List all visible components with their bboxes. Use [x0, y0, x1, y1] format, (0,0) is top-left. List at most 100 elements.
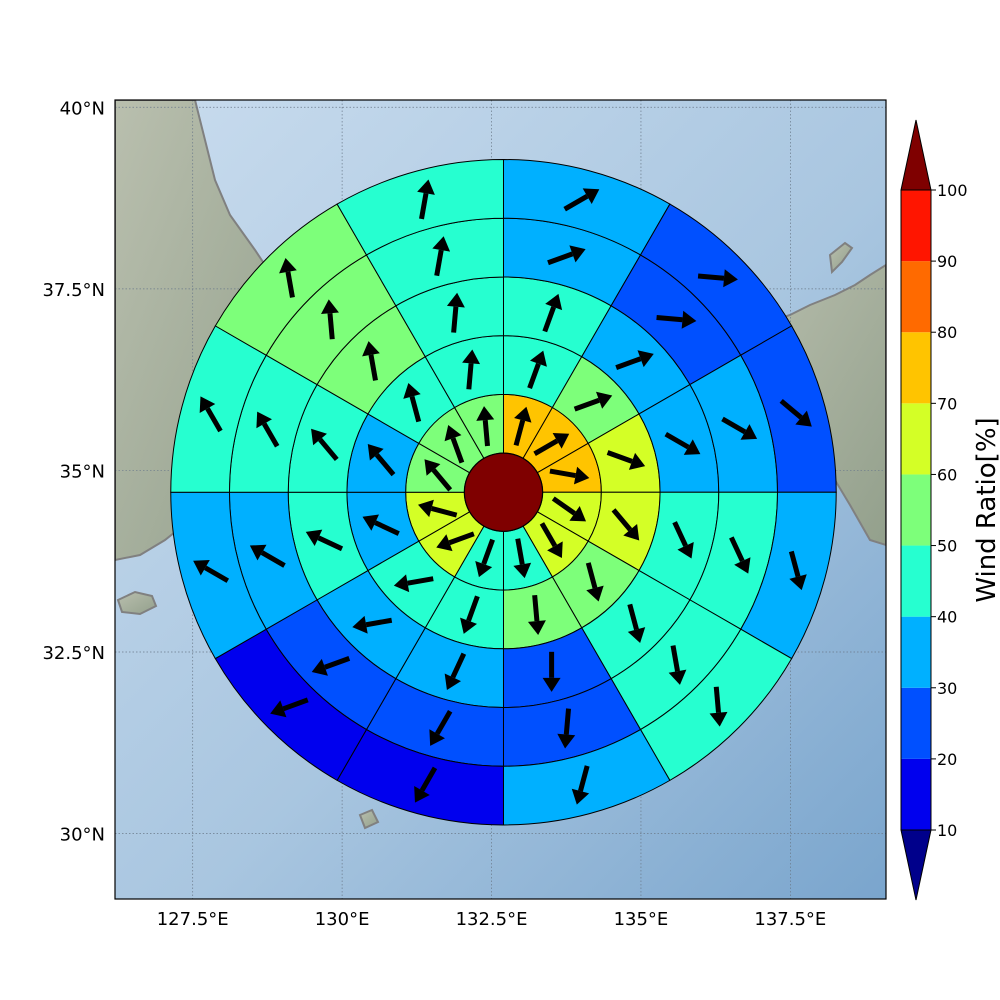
wind-arrow-head — [668, 669, 687, 685]
wind-arrow-head — [193, 559, 210, 576]
wind-arrow-head — [475, 560, 493, 578]
wind-arrow-head — [446, 292, 465, 308]
colorbar-tick-label: 50 — [937, 537, 957, 556]
wind-arrow-head — [723, 269, 738, 288]
lat-tick-label: 40°N — [60, 98, 105, 119]
wind-arrow-shaft — [563, 708, 572, 735]
lon-tick-label: 135°E — [614, 909, 669, 930]
wind-arrow-shaft — [606, 450, 633, 464]
wind-arrow-shaft — [542, 306, 557, 333]
map-frame — [114, 99, 887, 900]
wind-arrow-head — [545, 293, 563, 311]
wind-arrow-head — [571, 788, 590, 805]
tanegashima-island — [358, 808, 380, 830]
wind-direction-arrows — [193, 179, 812, 805]
wind-arrow-head — [734, 557, 751, 574]
colorbar-bin — [901, 616, 931, 688]
wind-arrow-head — [627, 627, 646, 644]
wind-arrow-shaft — [482, 419, 490, 447]
wind-arrow-head — [311, 658, 328, 676]
wind-arrow-shaft — [374, 520, 400, 536]
colorbar-bin — [901, 474, 931, 546]
wind-arrow-shaft — [573, 397, 600, 412]
colorbar-title: Wind Ratio[%] — [972, 417, 1000, 602]
wind-arrow-head — [403, 382, 421, 399]
wind-arrow-shaft — [721, 416, 747, 435]
wind-arrow-shaft — [466, 595, 480, 622]
colorbar-bin — [901, 758, 931, 830]
wind-arrow-shaft — [527, 362, 541, 390]
wind-arrow-shaft — [466, 363, 474, 390]
wind-arrow-head — [569, 245, 586, 263]
wind-arrow-head — [789, 574, 807, 591]
colorbar-tick-labels: 10 20 30 40 50 60 70 80 90 100 — [931, 181, 968, 840]
colorbar-tick-label: 40 — [937, 608, 957, 627]
jeju-island — [116, 590, 158, 616]
wind-arrow-head — [530, 350, 547, 367]
wind-arrow-head — [637, 350, 654, 368]
lat-tick-label: 32.5°N — [42, 643, 105, 664]
wind-arrow-shaft — [450, 652, 467, 679]
colorbar-tick-label: 80 — [937, 323, 957, 342]
wind-arrow-head — [795, 410, 812, 427]
wind-arrow-head — [677, 541, 694, 559]
wind-arrow-head — [249, 544, 267, 561]
wind-arrow-shaft — [435, 709, 453, 735]
wind-arrow-shaft — [450, 437, 465, 464]
wind-arrow-head — [527, 620, 546, 636]
wind-arrow-shaft — [672, 521, 688, 547]
colorbar-tick-label: 90 — [937, 252, 957, 271]
lon-tick-label: 127.5°E — [157, 909, 229, 930]
wind-arrow-shaft — [697, 273, 725, 281]
lat-tick-label: 35°N — [60, 461, 105, 482]
colorbar-tick-label: 60 — [937, 465, 957, 484]
colorbar-tick-label: 70 — [937, 394, 957, 413]
lat-tick-label: 37.5°N — [42, 280, 105, 301]
wind-arrow-shaft — [260, 550, 286, 568]
lon-tick-label: 137.5°E — [754, 909, 826, 930]
colorbar-tick-label: 100 — [937, 181, 968, 200]
colorbar-bin — [901, 545, 931, 617]
colorbar-over-triangle — [900, 119, 932, 191]
wind-arrow-head — [417, 179, 435, 195]
colorbar-bin — [901, 403, 931, 475]
wind-arrow-shaft — [713, 686, 722, 713]
wind-arrow-shaft — [779, 398, 803, 420]
wind-arrow-head — [595, 391, 613, 409]
wind-arrow-head — [476, 406, 495, 421]
wind-arrow-head — [709, 711, 728, 727]
wind-arrow-shaft — [788, 550, 801, 578]
wind-arrow-head — [367, 443, 384, 461]
wind-arrow-head — [547, 541, 563, 558]
wind-arrow-head — [436, 534, 453, 552]
center-disc — [463, 452, 544, 532]
wind-arrow-shaft — [409, 395, 422, 423]
wind-arrow-shaft — [431, 468, 453, 492]
wind-arrow-head — [352, 615, 368, 634]
wind-arrow-head — [444, 673, 461, 690]
wind-arrow-head — [362, 341, 380, 357]
wind-arrow-head — [586, 585, 604, 602]
wind-arrow-shaft — [533, 438, 559, 456]
wind-arrow-head — [514, 406, 532, 423]
wind-arrow-shaft — [434, 249, 444, 277]
wind-arrow-head — [683, 439, 701, 455]
wind-arrow-shaft — [551, 496, 576, 516]
wind-arrow-head — [432, 236, 451, 252]
wind-arrow-shaft — [448, 531, 475, 546]
wind-arrow-shaft — [365, 617, 393, 628]
colorbar-tick-label: 30 — [937, 679, 957, 698]
wind-arrow-head — [305, 529, 323, 546]
wind-arrow-shaft — [611, 508, 633, 532]
wind-arrow-head — [311, 428, 327, 446]
wind-arrow-shaft — [285, 271, 295, 298]
wind-arrow-head — [321, 299, 339, 315]
wind-arrow-shaft — [317, 535, 344, 552]
wind-arrow-head — [573, 466, 590, 485]
colorbar-bin — [901, 332, 931, 404]
wind-arrow-shaft — [670, 645, 680, 672]
wind-arrow-head — [256, 411, 272, 429]
lon-tick-label: 132.5°E — [456, 909, 528, 930]
wind-arrow-head — [199, 396, 216, 414]
wind-arrow-shaft — [481, 538, 495, 565]
